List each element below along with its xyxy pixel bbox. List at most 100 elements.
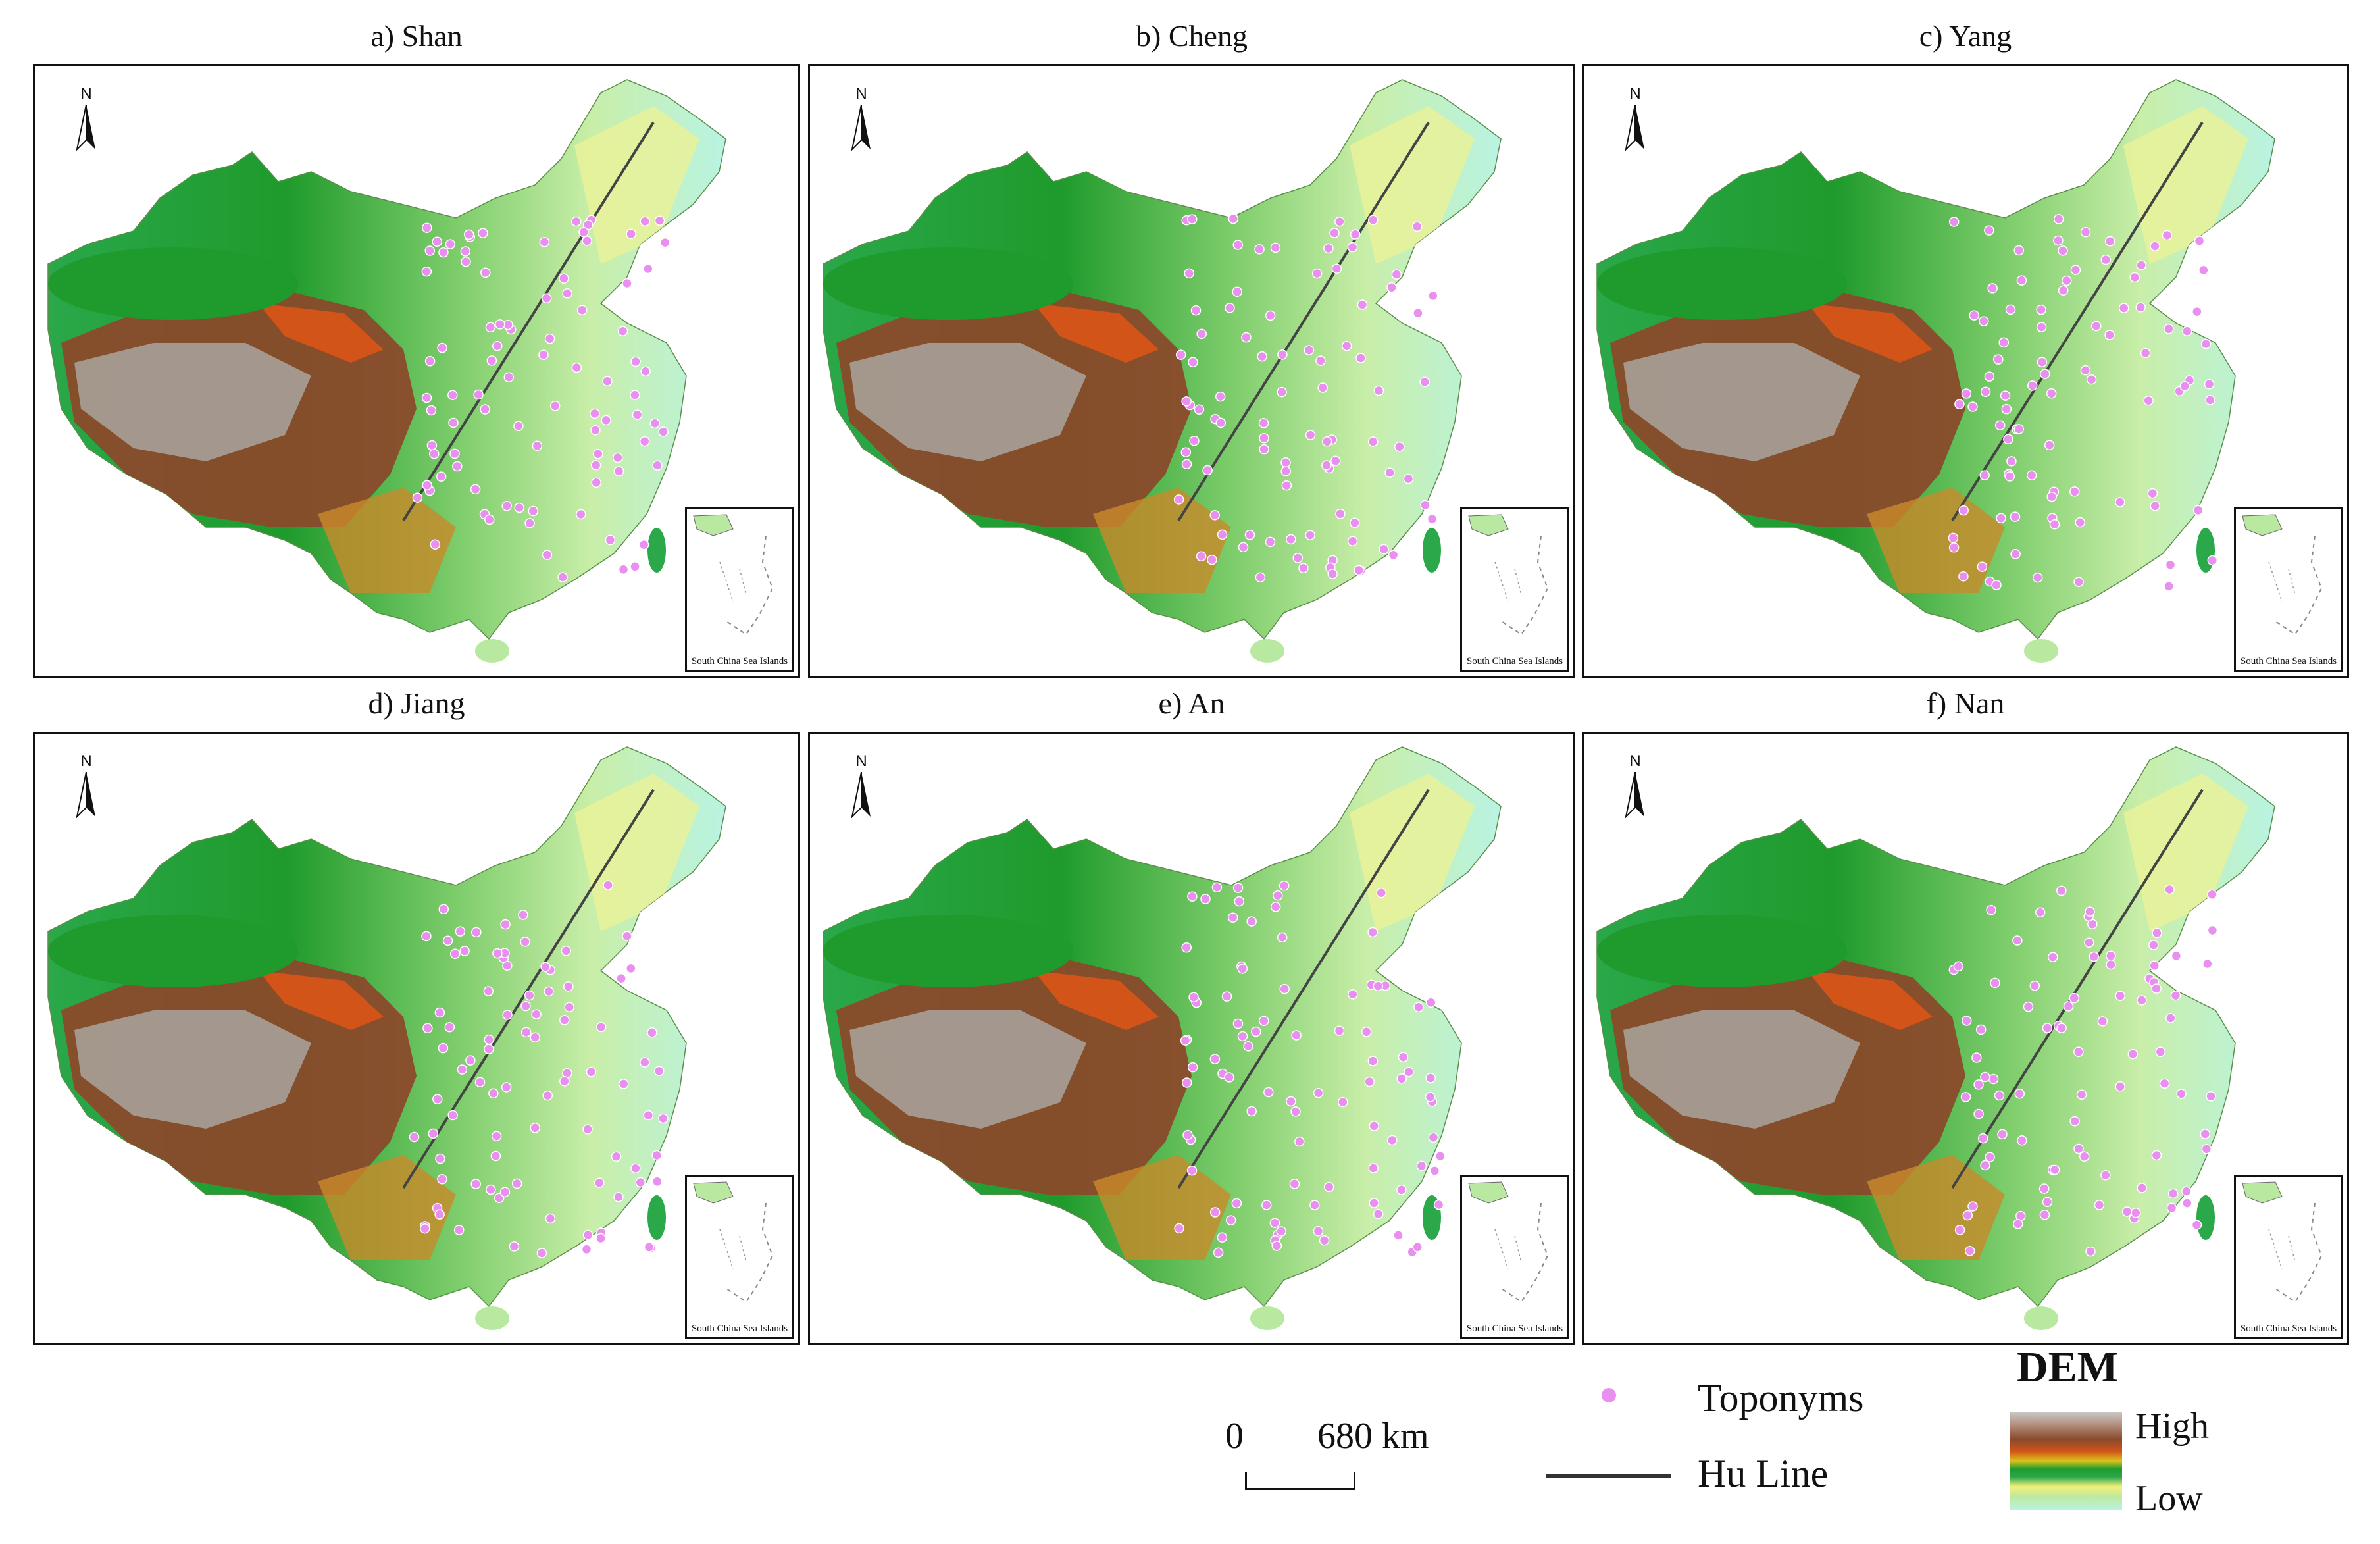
toponym-point [1211,882,1223,893]
taiwan-island [647,1195,666,1240]
panel-title-nan: f) Nan [1926,686,2005,720]
hainan-island [475,1306,509,1330]
dem-map [823,79,1502,663]
panel-title-an: e) An [1158,686,1225,720]
toponym-point [1280,457,1291,468]
toponym-point [605,534,616,546]
toponym-point [1189,435,1200,446]
toponym-point [1269,1218,1280,1228]
toponym-point [453,1225,465,1235]
toponym-point [559,1076,570,1087]
toponym-point [2013,1219,2023,1229]
toponym-point [2062,275,2072,286]
toponym-point [618,564,629,575]
toponym-point [2205,395,2215,405]
toponym-point [2202,958,2213,969]
tarim-basin [48,247,298,320]
toponym-point [1184,268,1194,279]
toponym-point [1980,386,1991,398]
toponym-point [549,401,561,411]
northeast-plain [574,773,699,931]
toponym-point [1279,881,1290,891]
toponym-point [1979,316,1989,326]
toponym-point [1988,1073,1999,1085]
toponym-point [2194,236,2205,246]
toponym-point [1973,1108,1984,1119]
toponym-point [1425,1073,1436,1083]
toponym-point [2016,275,2027,286]
toponym-point-icon [1602,1388,1616,1402]
plateau-peaks [849,1010,1086,1129]
toponym-point [1270,242,1281,253]
toponym-point [520,1000,531,1012]
toponym-point [1967,1201,1978,1212]
yunnan-highlands [1867,488,2005,593]
toponym-point [424,245,436,256]
toponym-point [1948,217,1960,227]
toponym-point [426,405,437,416]
toponym-point [626,963,636,974]
toponym-point [557,572,568,582]
toponym-point [2046,491,2057,502]
toponym-point [1227,912,1238,923]
toponym-point [1209,1054,1221,1064]
toponym-point [1186,1165,1198,1176]
toponym-point [480,404,490,415]
toponym-point [461,256,471,267]
toponym-point [640,366,651,377]
toponym-point [1231,1198,1242,1209]
toponym-point [513,421,524,432]
toponym-point [514,502,524,513]
toponym-point [2097,1016,2108,1027]
toponym-point [581,1244,592,1255]
toponym-point [1341,340,1352,351]
toponym-point [1324,1181,1334,1193]
toponym-point [2058,245,2068,256]
toponym-point [421,392,432,403]
toponym-point [2035,907,2046,918]
plateau-peaks [849,343,1086,461]
toponym-point [2143,395,2154,406]
map-panel-nan: N South China Sea Islands [1582,732,2349,1345]
map-panel-jiang: N South China Sea Islands [33,732,800,1345]
toponym-point [2182,1198,2192,1208]
scale-zero-label: 0 [1225,1416,1244,1456]
toponym-point [1335,509,1346,519]
toponym-point [491,1131,502,1141]
toponym-point [2165,1013,2176,1023]
toponym-point [1948,542,1960,553]
map-panel-cheng: N South China Sea Islands [808,64,1575,678]
toponym-point [1196,328,1207,340]
north-arrow-label: N [855,752,867,770]
toponym-point [1997,1129,2008,1140]
toponym-point [1984,371,1995,382]
toponym-point [2044,440,2055,451]
toponym-point [1257,351,1267,362]
toponym-point [1323,243,1334,254]
toponym-point [455,926,466,937]
scale-bar-line [1245,1472,1355,1490]
toponym-point [1331,263,1342,274]
toponym-point [542,550,553,560]
yunnan-highlands [318,488,456,593]
toponym-point [630,1163,641,1173]
toponym-point [2147,488,2158,499]
toponym-point [1987,283,1998,294]
toponym-point [421,266,432,277]
legend-dem-high: High [2135,1406,2209,1447]
toponym-point [626,228,636,240]
toponym-point [438,1042,449,1054]
south-china-sea-inset: South China Sea Islands [1460,1175,1569,1339]
toponym-point [421,931,432,942]
south-china-sea-inset: South China Sea Islands [685,507,794,672]
toponym-point [1217,529,1228,540]
toponym-point [1277,932,1288,943]
toponym-point [1364,1076,1375,1087]
toponym-point [1263,1087,1274,1098]
toponym-point [659,237,671,248]
toponym-point [2115,991,2125,1001]
toponym-point [617,326,628,336]
toponym-point [2171,950,2182,962]
north-arrow-icon: N [848,85,874,151]
toponym-point [1265,310,1276,321]
